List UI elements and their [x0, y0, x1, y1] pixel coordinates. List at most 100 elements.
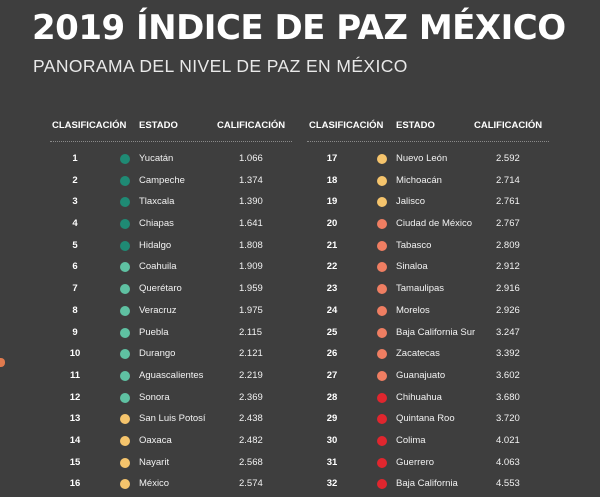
column-header-score: CALIFICACIÓN	[217, 120, 286, 131]
peace-level-dot-icon	[120, 197, 130, 208]
header-divider	[307, 141, 549, 142]
peace-level-dot-icon	[377, 197, 387, 208]
rank-value: 19	[326, 196, 338, 208]
column-header-score: CALIFICACIÓN	[474, 120, 543, 131]
table-row: 27 Guanajuato 3.602	[307, 365, 551, 387]
rank-value: 15	[69, 456, 81, 468]
state-name: Campeche	[139, 174, 185, 186]
state-name: Sinaloa	[396, 261, 428, 273]
score-value: 3.247	[496, 326, 520, 338]
score-value: 2.912	[496, 261, 520, 273]
state-name: Sonora	[139, 391, 170, 403]
rank-value: 26	[326, 348, 338, 360]
table-row: 25 Baja California Sur 3.247	[307, 322, 551, 344]
peace-level-dot-icon	[120, 305, 130, 316]
score-value: 1.959	[239, 283, 263, 295]
peace-level-dot-icon	[377, 327, 387, 338]
score-value: 2.926	[496, 304, 520, 316]
rank-value: 30	[326, 434, 338, 446]
rank-value: 9	[72, 326, 78, 338]
rank-value: 13	[69, 413, 81, 425]
score-value: 2.121	[239, 348, 263, 360]
state-name: Colima	[396, 434, 426, 446]
state-name: Querétaro	[139, 283, 182, 295]
table-row: 8 Veracruz 1.975	[50, 300, 294, 322]
table-row: 13 San Luis Potosí 2.438	[50, 408, 294, 430]
state-name: Baja California Sur	[396, 326, 476, 338]
state-name: Aguascalientes	[139, 369, 204, 381]
table-row: 11 Aguascalientes 2.219	[50, 365, 294, 387]
score-value: 4.021	[496, 434, 520, 446]
score-value: 2.767	[496, 218, 520, 230]
ranking-table-left: CLASIFICACIÓN ESTADO CALIFICACIÓN 1 Yucat…	[50, 118, 294, 495]
score-value: 3.680	[496, 391, 520, 403]
score-value: 1.066	[239, 153, 263, 164]
header-divider	[50, 141, 292, 142]
score-value: 3.392	[496, 348, 520, 360]
score-value: 2.115	[239, 326, 263, 338]
rank-value: 23	[326, 283, 338, 295]
peace-level-dot-icon	[120, 479, 130, 490]
rank-value: 16	[69, 478, 81, 490]
peace-level-dot-icon	[377, 262, 387, 273]
column-header-state: ESTADO	[396, 120, 435, 131]
peace-level-dot-icon	[377, 370, 387, 381]
peace-level-dot-icon	[120, 392, 130, 403]
state-name: Baja California	[396, 478, 458, 490]
table-row: 31 Guerrero 4.063	[307, 452, 551, 474]
peace-level-dot-icon	[120, 349, 130, 360]
score-value: 1.374	[239, 174, 263, 186]
peace-level-dot-icon	[120, 370, 130, 381]
peace-level-dot-icon	[377, 240, 387, 251]
score-value: 4.063	[496, 456, 520, 468]
peace-level-dot-icon	[120, 284, 130, 295]
state-name: Tlaxcala	[139, 196, 175, 208]
state-name: Nuevo León	[396, 153, 448, 164]
state-name: Morelos	[396, 304, 430, 316]
rank-value: 10	[69, 348, 81, 360]
edge-marker	[0, 358, 5, 367]
table-row: 32 Baja California 4.553	[307, 473, 551, 495]
score-value: 2.714	[496, 174, 520, 186]
rank-value: 7	[72, 283, 78, 295]
peace-level-dot-icon	[120, 327, 130, 338]
rank-value: 31	[326, 456, 338, 468]
table-body: 17 Nuevo León 2.592 18 Michoacán 2.714 19 Jalis…	[307, 148, 551, 495]
state-name: Yucatán	[139, 153, 174, 164]
peace-level-dot-icon	[377, 479, 387, 490]
column-header-state: ESTADO	[139, 120, 178, 131]
rank-value: 20	[326, 218, 338, 230]
state-name: Guerrero	[396, 456, 435, 468]
rank-value: 29	[326, 413, 338, 425]
table-row: 24 Morelos 2.926	[307, 300, 551, 322]
column-header-rank: CLASIFICACIÓN	[309, 120, 384, 131]
state-name: México	[139, 478, 170, 490]
state-name: Durango	[139, 348, 176, 360]
table-row: 2 Campeche 1.374	[50, 170, 294, 192]
rank-value: 2	[72, 174, 78, 186]
rank-value: 27	[326, 369, 338, 381]
state-name: Nayarit	[139, 456, 170, 468]
state-name: Zacatecas	[396, 348, 440, 360]
state-name: Hidalgo	[139, 239, 172, 251]
peace-level-dot-icon	[377, 457, 387, 468]
peace-level-dot-icon	[377, 414, 387, 425]
state-name: Chihuahua	[396, 391, 442, 403]
state-name: Puebla	[139, 326, 169, 338]
score-value: 2.369	[239, 391, 263, 403]
table-row: 29 Quintana Roo 3.720	[307, 408, 551, 430]
state-name: Ciudad de México	[396, 218, 473, 230]
score-value: 1.909	[239, 261, 263, 273]
table-row: 30 Colima 4.021	[307, 430, 551, 452]
score-value: 3.602	[496, 369, 520, 381]
peace-level-dot-icon	[120, 414, 130, 425]
table-row: 7 Querétaro 1.959	[50, 278, 294, 300]
rank-value: 3	[72, 196, 78, 208]
score-value: 1.808	[239, 239, 263, 251]
table-row: 14 Oaxaca 2.482	[50, 430, 294, 452]
rank-value: 6	[72, 261, 78, 273]
peace-level-dot-icon	[377, 284, 387, 295]
state-name: Coahuila	[139, 261, 177, 273]
table-header: CLASIFICACIÓN ESTADO CALIFICACIÓN	[307, 118, 551, 134]
score-value: 4.553	[496, 478, 520, 490]
